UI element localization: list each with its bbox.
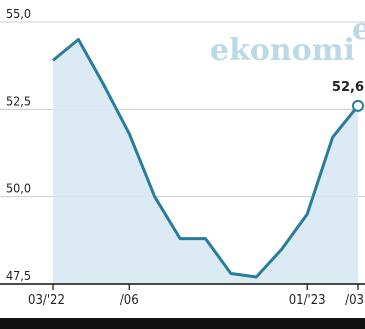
y-tick-label: 47,5 — [6, 268, 31, 283]
y-tick-label: 50,0 — [6, 181, 31, 196]
last-value-label: 52,6 — [332, 80, 364, 95]
y-tick-label: 52,5 — [6, 93, 31, 108]
x-tick-label: /06 — [120, 293, 139, 308]
brand-mark: e — [352, 12, 365, 47]
x-tick-label: 01/'23 — [289, 293, 326, 308]
brand-name: ekonomi — [210, 33, 355, 68]
last-point-marker — [352, 99, 364, 112]
bottom-band — [0, 318, 365, 329]
x-tick-label: 03/'22 — [28, 293, 65, 308]
brand-watermark: ekonomi e — [210, 12, 365, 68]
y-axis-labels: 55,0 52,5 50,0 47,5 — [6, 6, 31, 283]
x-axis: 03/'22/06 01/'23/03 — [0, 283, 365, 329]
series-line — [52, 38, 360, 279]
y-tick-label: 55,0 — [6, 6, 31, 21]
area-fill — [53, 39, 358, 284]
x-tick-label: /03 — [345, 293, 364, 308]
